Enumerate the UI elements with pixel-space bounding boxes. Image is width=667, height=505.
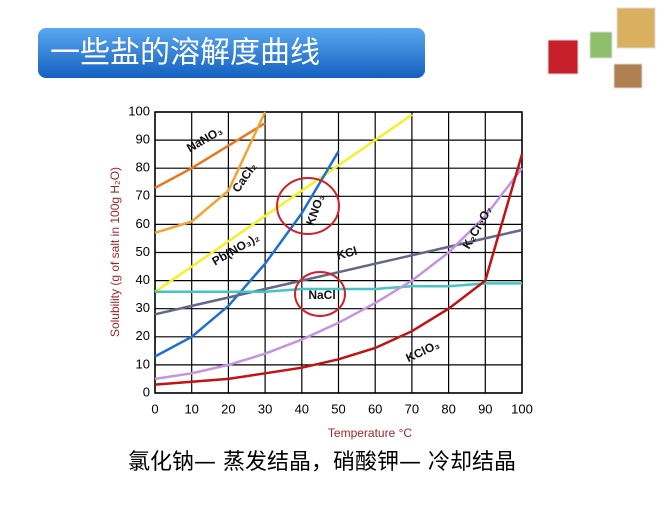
x-tick-label: 40 [295,401,309,416]
highlight-circle [294,271,346,317]
y-tick-label: 70 [136,188,150,203]
y-tick-label: 10 [136,356,150,371]
x-tick-label: 30 [258,401,272,416]
y-tick-label: 20 [136,328,150,343]
y-axis-label: Solubility (g of salt in 100g H₂O) [108,167,122,337]
y-tick-label: 60 [136,216,150,231]
x-tick-label: 70 [405,401,419,416]
x-tick-label: 0 [151,401,158,416]
x-tick-label: 80 [441,401,455,416]
series-line [154,167,523,381]
highlight-circle [276,177,340,235]
y-tick-label: 0 [143,384,150,399]
y-tick-label: 100 [128,103,150,118]
y-tick-label: 50 [136,244,150,259]
series-line [154,228,523,316]
series-line [154,153,524,386]
series-line [154,111,267,234]
series-line [154,113,413,293]
x-tick-label: 50 [331,401,345,416]
y-tick-label: 40 [136,272,150,287]
series-label: KCl [335,244,359,263]
x-tick-label: 20 [221,401,235,416]
x-tick-label: 90 [478,401,492,416]
y-tick-label: 30 [136,300,150,315]
series-line [154,122,266,190]
x-tick-label: 60 [368,401,382,416]
x-axis-label: Temperature °C [328,426,412,440]
decor [616,7,656,49]
decor [613,63,643,89]
footer-text: 氯化钠— 蒸发结晶，硝酸钾— 冷却结晶 [128,450,516,475]
x-tick-label: 10 [184,401,198,416]
series-label: NaCl [308,288,335,302]
series-line [155,282,522,294]
y-tick-label: 80 [136,160,150,175]
x-tick-label: 100 [511,401,533,416]
series-line [154,150,340,358]
y-tick-label: 90 [136,132,150,147]
decor [547,39,579,75]
decor [589,31,613,59]
title-bar [38,28,425,78]
slide-title: 一些盐的溶解度曲线 [50,36,320,71]
